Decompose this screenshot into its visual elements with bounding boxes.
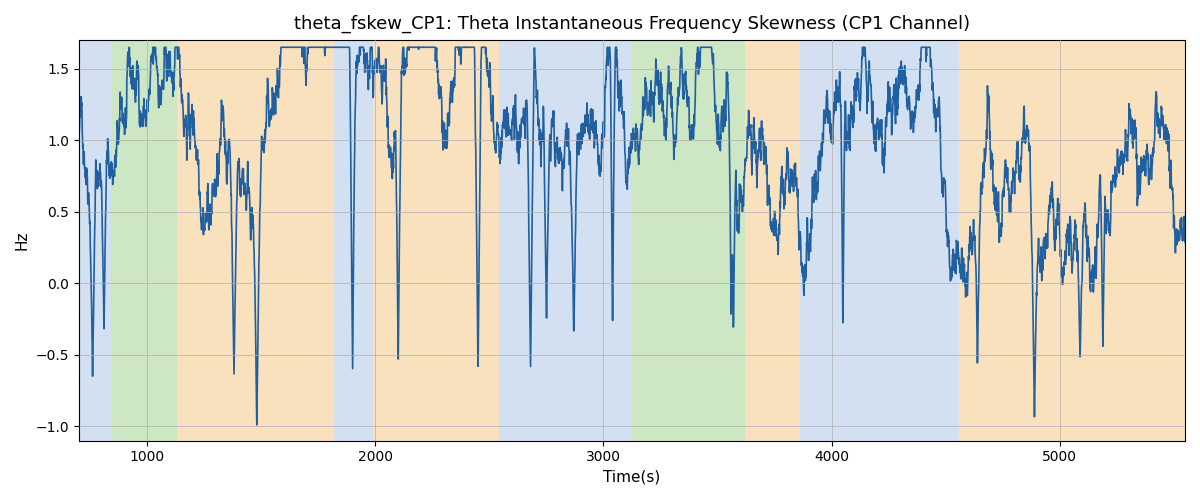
Y-axis label: Hz: Hz xyxy=(14,230,30,250)
Bar xyxy=(373,40,498,440)
Bar xyxy=(799,40,959,440)
Bar xyxy=(176,40,335,440)
Bar xyxy=(79,40,110,440)
Bar xyxy=(335,40,373,440)
Bar xyxy=(110,40,176,440)
X-axis label: Time(s): Time(s) xyxy=(604,470,660,485)
Bar xyxy=(745,40,799,440)
Title: theta_fskew_CP1: Theta Instantaneous Frequency Skewness (CP1 Channel): theta_fskew_CP1: Theta Instantaneous Fre… xyxy=(294,15,970,34)
Bar xyxy=(959,40,1186,440)
Bar xyxy=(498,40,631,440)
Bar xyxy=(631,40,745,440)
